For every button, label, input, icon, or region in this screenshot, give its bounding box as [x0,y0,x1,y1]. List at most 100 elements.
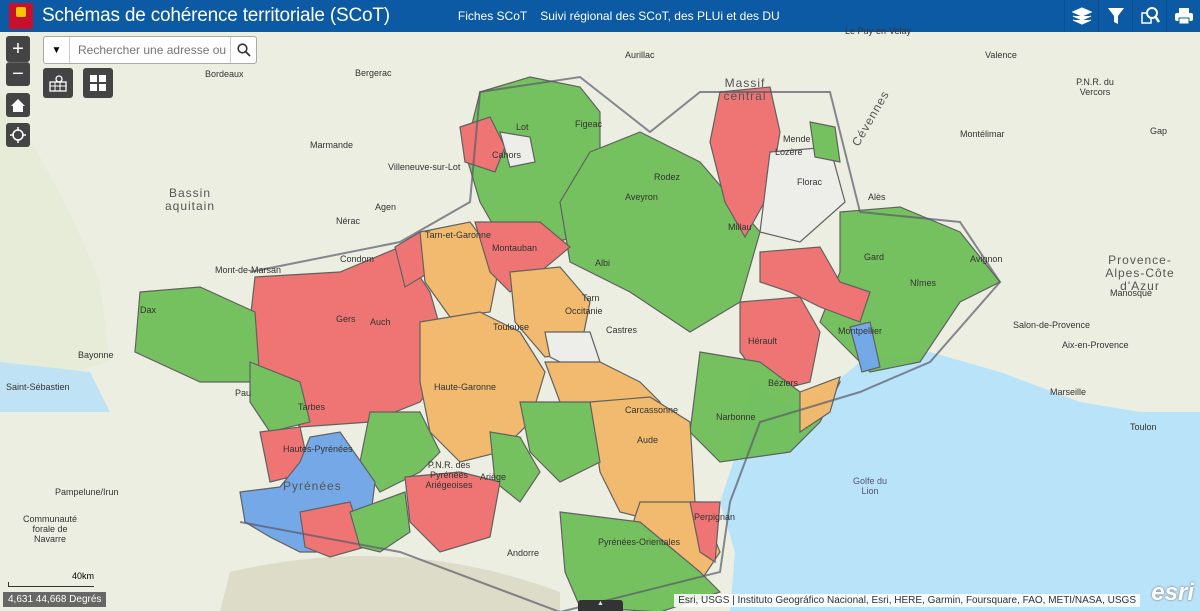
map-label: Pau [235,388,252,398]
map-label: Nîmes [910,278,937,288]
map-label: Salon-de-Provence [1013,320,1091,330]
basemap [0,32,1200,611]
map-label: Bergerac [355,68,392,78]
map-label: Hautes-Pyrénées [283,444,353,454]
map-label: Hérault [748,336,778,346]
coordinates-readout: 4,631 44,668 Degrés [3,592,107,607]
map-label: Marseille [1050,387,1087,397]
zoom-out-button[interactable]: − [6,62,30,86]
home-button[interactable] [6,93,30,117]
home-icon [11,98,25,112]
search-input[interactable] [70,37,230,63]
map-label: Golfe du Lion [852,476,888,496]
print-icon[interactable] [1166,0,1200,32]
scot-zone [404,471,501,553]
filter-icon[interactable] [1098,0,1132,32]
map-label: Albi [595,258,611,268]
widget-grid-button[interactable] [83,68,113,98]
scot-zone [519,401,601,483]
map-label: Villeneuve-sur-Lot [388,162,461,172]
map-label: Ariège [480,472,507,482]
map-label: P.N.R. du Vercors [1076,77,1114,97]
sea [720,352,1200,611]
basemap-gallery-button[interactable] [43,68,73,98]
map-label: Dax [140,305,157,315]
map-label: Gers [336,314,356,324]
app-title: Schémas de cohérence territoriale (SCoT) [42,5,390,26]
scot-zone [759,246,871,323]
map-label: Occitanie [565,306,603,316]
map-label: Communauté forale de Navarre [22,514,78,544]
map-view[interactable]: Bordeaux Bergerac Aurillac Le Puy-en-Vel… [0,26,1200,611]
scot-zone [459,116,506,173]
map-label: P.N.R. des Pyrénées Ariégeoises [425,460,473,490]
search-icon [236,43,251,57]
scot-zone [419,221,501,318]
map-label: Mont-de-Marsan [215,265,282,275]
map-grid-icon [49,75,67,92]
map-label: Massif central [723,76,767,103]
scot-zone [809,121,841,163]
search-source-dropdown[interactable]: ▼ [44,37,70,63]
attribution: Esri, USGS | Instituto Geográfico Nacion… [674,594,1140,607]
map-label: Cahors [492,150,522,160]
zoom-in-button[interactable]: + [6,36,30,62]
link-fiches-scot[interactable]: Fiches SCoT [457,9,528,23]
map-label: Aix-en-Provence [1062,340,1129,350]
map-label: Castres [606,325,638,335]
query-icon[interactable] [1132,0,1166,32]
map-label: Montpellier [838,326,883,336]
grid-icon [90,75,106,91]
map-label: Tarn-et-Garonne [425,230,492,240]
map-label: Valence [985,50,1017,60]
map-label: Carcassonne [625,405,679,415]
locate-icon [10,127,26,143]
panel-toggle-handle[interactable]: ▲ [578,600,623,611]
map-label: Lozère [775,147,803,157]
map-label: Tarn [582,293,600,303]
map-label: Perpignan [694,512,736,522]
scot-zone [559,131,761,333]
map-label: Millau [728,222,752,232]
map-label: Gap [1150,126,1168,136]
map-label: Tarbes [298,402,326,412]
link-suivi-regional[interactable]: Suivi régional des SCoT, des PLUi et des… [540,9,780,23]
scot-zone [689,501,721,564]
scot-zone [689,351,842,463]
map-label: Nérac [336,216,361,226]
map-label: Bassin aquitain [164,186,216,213]
map-label: Montélimar [960,129,1005,139]
map-label: Provence-Alpes-Côte d'Azur [1105,253,1175,293]
map-label: Mende [783,134,811,144]
map-label: Béziers [768,378,799,388]
esri-logo: esri [1151,579,1194,606]
map-label: Toulon [1130,422,1157,432]
scot-zone [849,321,881,373]
map-label: Marmande [310,140,354,150]
map-label: Montauban [492,243,538,253]
layers-icon[interactable] [1064,0,1098,32]
map-label: Florac [797,177,823,187]
map-label: Bordeaux [205,69,244,79]
map-label: Toulouse [493,322,530,332]
locate-button[interactable] [6,123,30,147]
map-label: Aveyron [625,192,658,202]
map-label: Lot [516,122,529,132]
map-label: Andorre [507,548,540,558]
scale-label: 40km [71,571,94,581]
map-label: Le Puy-en-Velay [845,26,912,36]
scot-zone [349,491,411,553]
scot-zone [709,86,781,239]
app-header: Schémas de cohérence territoriale (SCoT)… [0,0,1200,32]
map-label: Condom [340,254,375,264]
map-label: Narbonne [716,412,756,422]
search-widget: ▼ [43,36,257,64]
map-label: Alès [868,192,886,202]
scot-zone [489,431,541,503]
scale-bar: 40km [8,571,94,587]
search-button[interactable] [230,37,256,63]
map-label: Aurillac [625,50,655,60]
map-label: Figeac [575,119,603,129]
map-label: Aude [637,435,659,445]
map-label: Saint-Sébastien [6,382,70,392]
